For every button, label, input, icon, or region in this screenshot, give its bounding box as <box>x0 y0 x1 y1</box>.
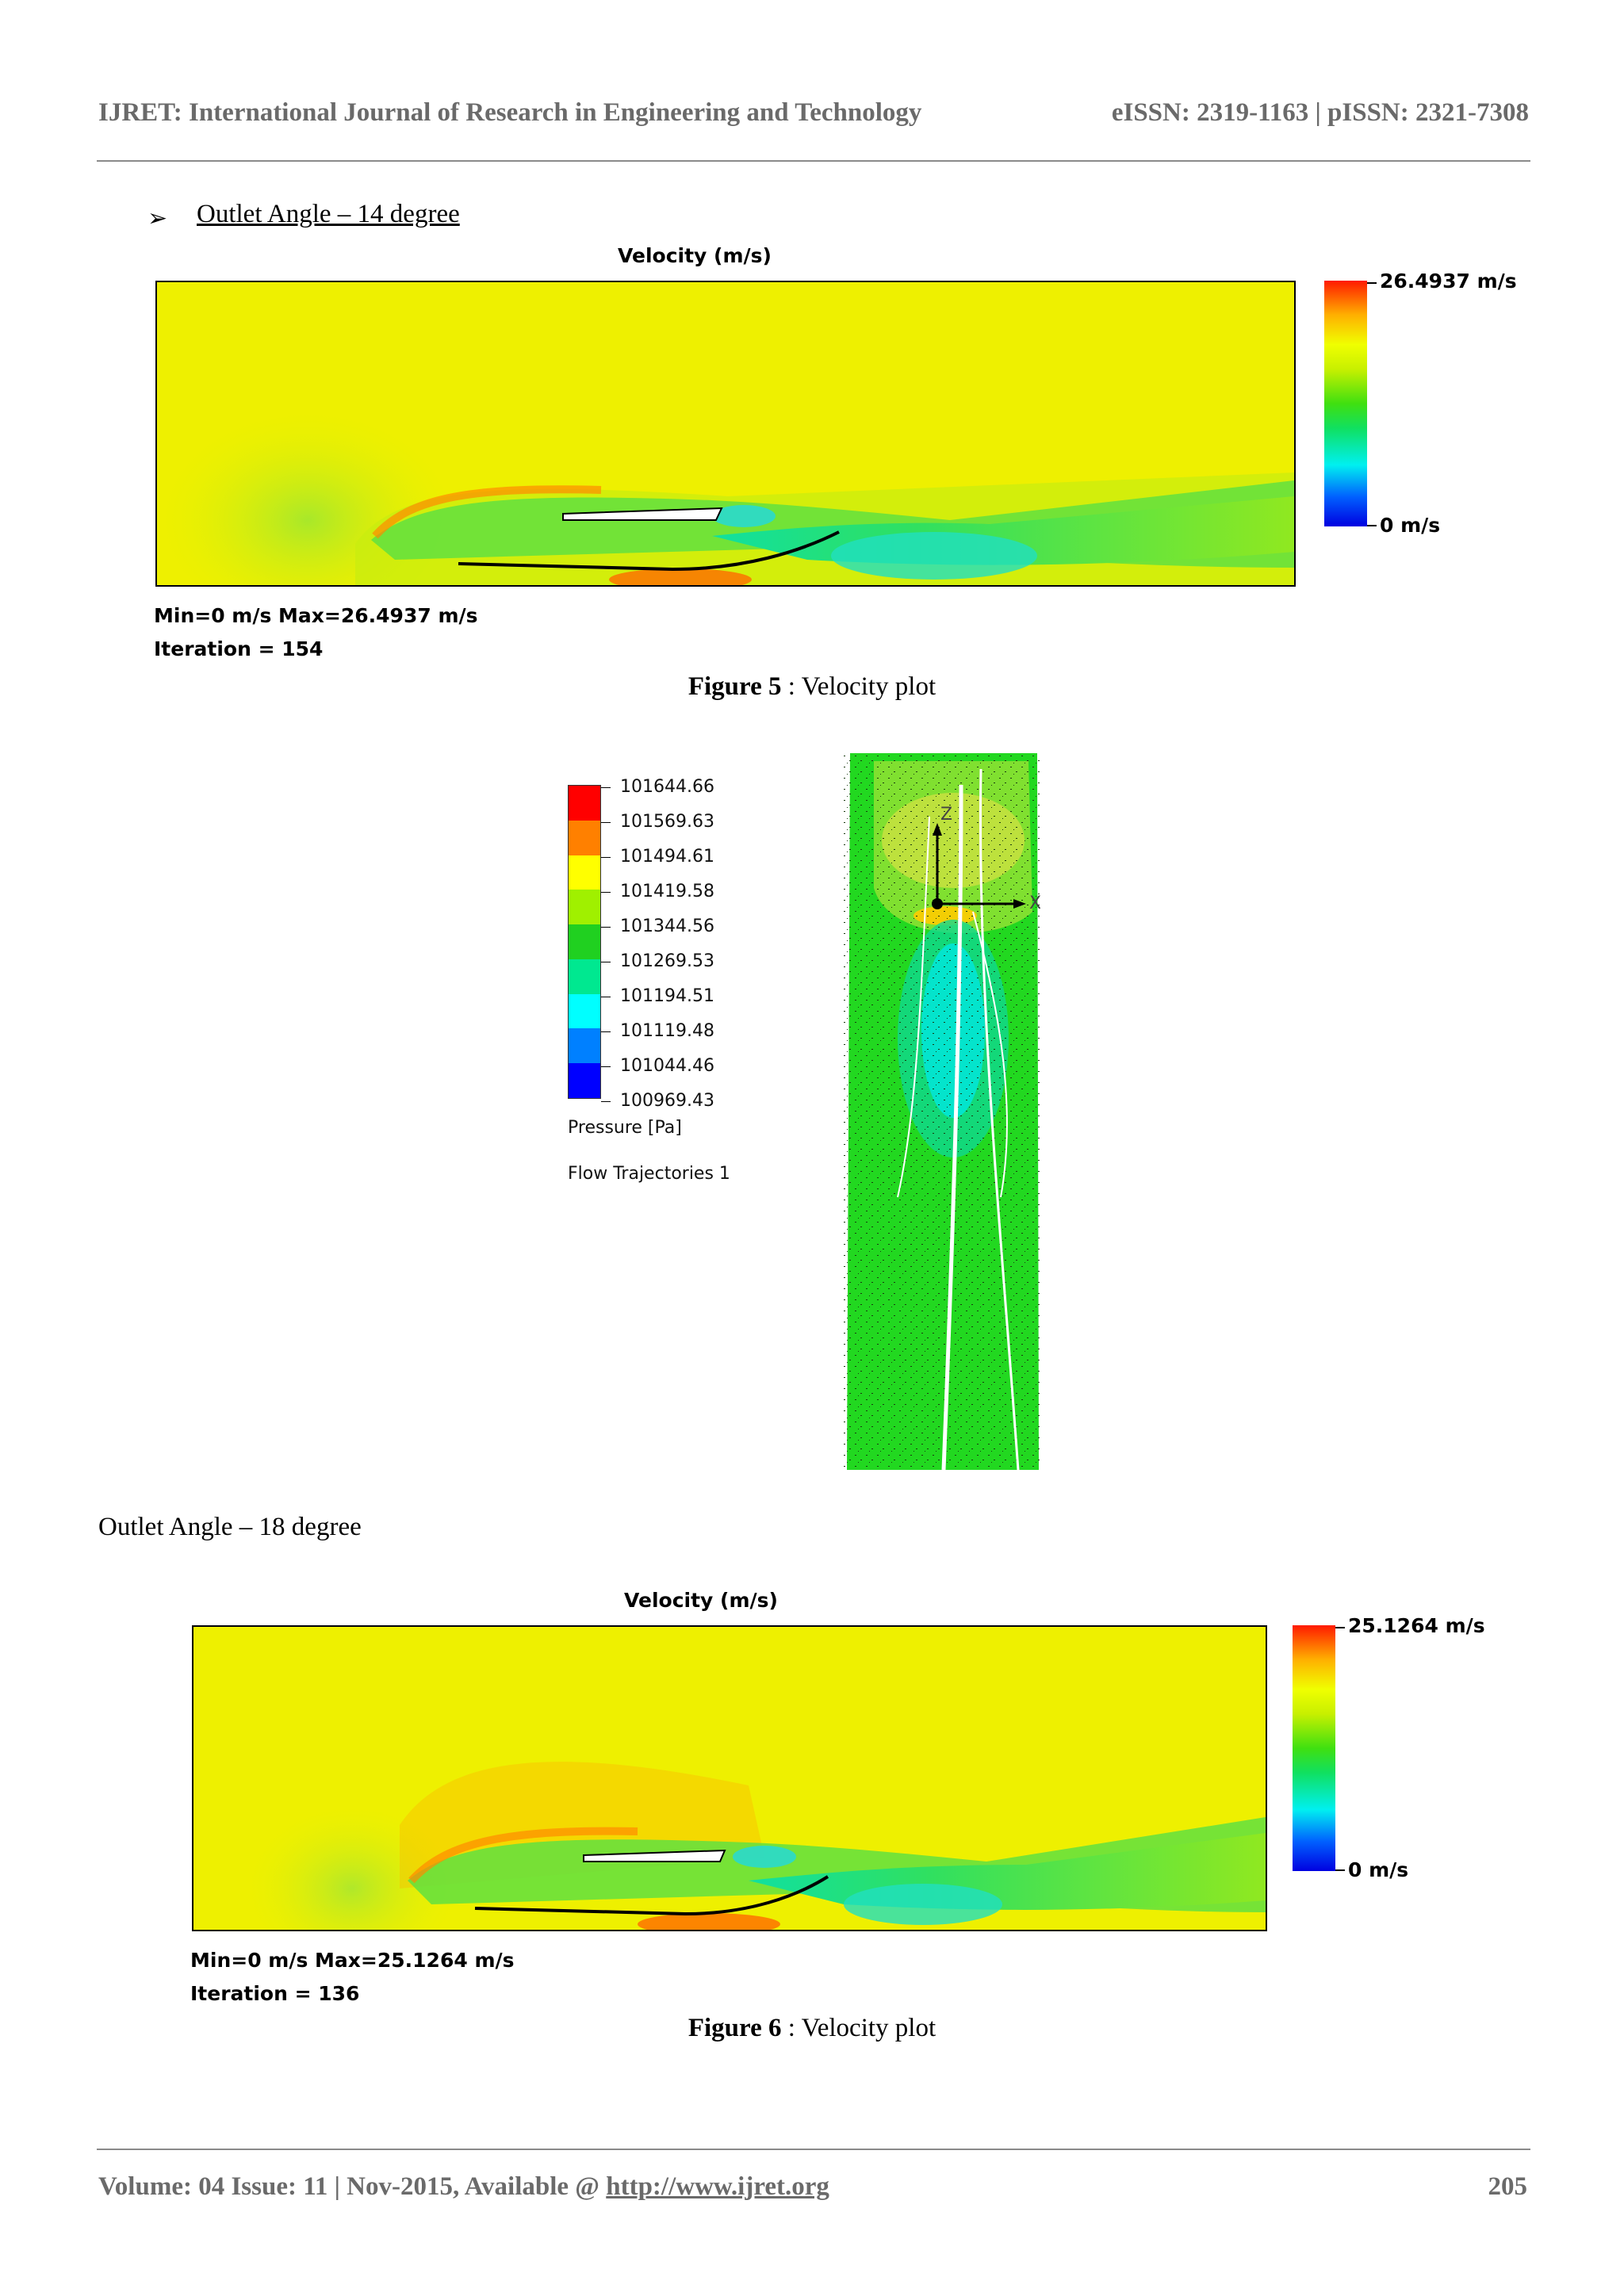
fig6-velocity-field <box>192 1625 1267 1931</box>
fig6-legend-min: 0 m/s <box>1348 1858 1409 1881</box>
pressure-level-label: 101569.63 <box>620 812 714 832</box>
fig5-legend-max: 26.4937 m/s <box>1380 270 1517 293</box>
axis-x-label: X <box>1029 894 1040 913</box>
journal-title: IJRET: International Journal of Research… <box>98 98 922 127</box>
section-heading-18: Outlet Angle – 18 degree <box>98 1513 362 1541</box>
pressure-level-tick <box>601 787 611 788</box>
pressure-level-tick <box>601 822 611 823</box>
pressure-contour: Z X <box>842 753 1040 1470</box>
fig5-min-max: Min=0 m/s Max=26.4937 m/s <box>154 604 478 627</box>
page-number: 205 <box>1488 2172 1528 2201</box>
pressure-colorbar <box>568 785 601 1099</box>
figure6-caption: Figure 6 : Velocity plot <box>688 2014 936 2043</box>
pressure-swatch <box>569 1028 600 1064</box>
fig5-colorbar <box>1324 281 1367 526</box>
figure5-caption: Figure 5 : Velocity plot <box>688 672 936 702</box>
issn-line: eISSN: 2319-1163 | pISSN: 2321-7308 <box>1111 98 1529 127</box>
fig5-iteration: Iteration = 154 <box>154 637 324 660</box>
pressure-unit-label: Pressure [Pa] <box>568 1118 682 1138</box>
pressure-swatch <box>569 890 600 925</box>
section-heading-14: Outlet Angle – 14 degree <box>197 200 460 228</box>
fig5-velocity-contour <box>157 282 1294 585</box>
figure6-label: Figure 6 <box>688 2014 782 2042</box>
pressure-swatch <box>569 924 600 959</box>
pressure-level-label: 101194.51 <box>620 986 714 1006</box>
fig6-legend-max: 25.1264 m/s <box>1348 1614 1485 1637</box>
fig6-tick-min <box>1335 1869 1345 1871</box>
fig6-velocity-contour <box>193 1627 1266 1930</box>
fig6-colorbar <box>1293 1625 1335 1871</box>
pressure-level-tick <box>601 1066 611 1067</box>
pressure-swatch <box>569 1063 600 1099</box>
pressure-level-label: 101644.66 <box>620 777 714 797</box>
pressure-swatch <box>569 959 600 994</box>
fig6-tick-max <box>1335 1627 1345 1628</box>
footer-volume-text: Volume: 04 Issue: 11 | Nov-2015, Availab… <box>98 2172 607 2201</box>
fig5-velocity-field <box>155 281 1296 587</box>
fig6-iteration: Iteration = 136 <box>190 1982 360 2005</box>
pressure-swatch <box>569 820 600 855</box>
footer-rule <box>97 2149 1530 2150</box>
pressure-level-tick <box>601 1031 611 1032</box>
figure5-label: Figure 5 <box>688 672 782 701</box>
flow-trajectories-label: Flow Trajectories 1 <box>568 1164 730 1184</box>
fig5-legend-min: 0 m/s <box>1380 514 1441 537</box>
fig6-min-max: Min=0 m/s Max=25.1264 m/s <box>190 1949 515 1972</box>
footer-volume: Volume: 04 Issue: 11 | Nov-2015, Availab… <box>98 2172 829 2202</box>
pressure-level-labels: 101644.66 101569.63 101494.61 101419.58 1013… <box>601 777 766 1111</box>
figure6-caption-text: : Velocity plot <box>781 2014 936 2042</box>
pressure-level-tick <box>601 892 611 893</box>
pressure-level-tick <box>601 927 611 928</box>
journal-link[interactable]: http://www.ijret.org <box>606 2172 829 2201</box>
pressure-level-label: 100969.43 <box>620 1091 714 1111</box>
pressure-level-label: 101419.58 <box>620 882 714 901</box>
header-rule <box>97 160 1530 162</box>
fig5-tick-min <box>1367 525 1377 526</box>
pressure-level-tick <box>601 857 611 858</box>
pressure-level-tick <box>601 1101 611 1102</box>
pressure-level-label: 101044.46 <box>620 1056 714 1076</box>
pressure-swatch <box>569 855 600 890</box>
pressure-level-label: 101269.53 <box>620 951 714 971</box>
pressure-level-label: 101494.61 <box>620 847 714 867</box>
pressure-field: Z X <box>842 753 1040 1470</box>
bullet-icon: ➢ <box>147 205 168 232</box>
fig6-plot-title: Velocity (m/s) <box>624 1589 778 1612</box>
figure5-caption-text: : Velocity plot <box>781 672 936 701</box>
pressure-level-label: 101344.56 <box>620 916 714 936</box>
pressure-swatch <box>569 786 600 821</box>
fig5-plot-title: Velocity (m/s) <box>618 244 772 267</box>
pressure-swatch <box>569 993 600 1029</box>
fig5-tick-max <box>1367 282 1377 284</box>
axis-z-label: Z <box>940 805 952 825</box>
pressure-level-label: 101119.48 <box>620 1021 714 1041</box>
